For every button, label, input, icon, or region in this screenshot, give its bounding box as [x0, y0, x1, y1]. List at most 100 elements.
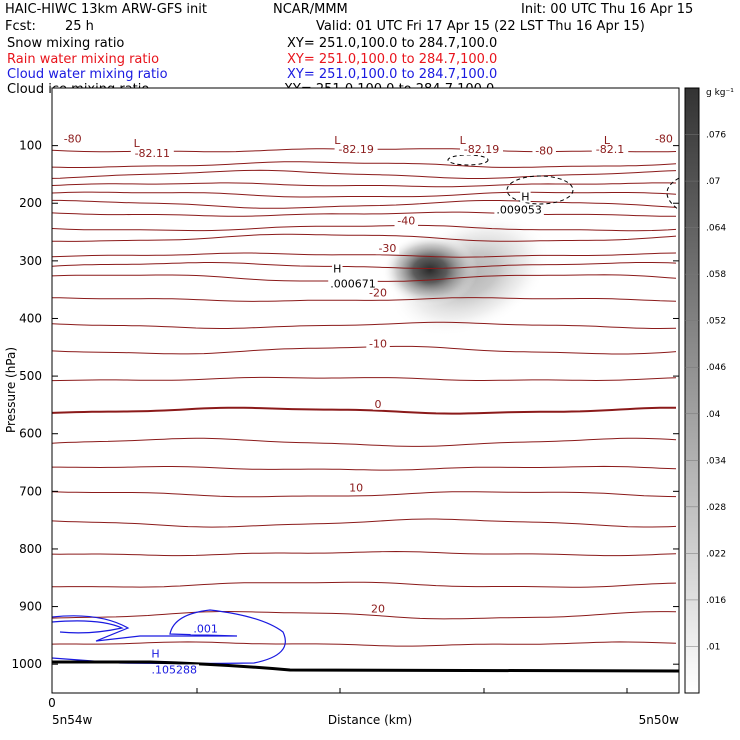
annotation-bg: [190, 623, 221, 635]
y-tick-label: 900: [19, 600, 42, 614]
x-axis-label: Distance (km): [328, 713, 412, 727]
contour-annotation: -82.19: [338, 143, 373, 156]
y-tick-label: 300: [19, 254, 42, 268]
contour-annotation: -80: [64, 133, 82, 146]
contour-annotation: L: [334, 134, 341, 147]
legend-xy-rain: XY= 251.0,100.0 to 284.7,100.0: [287, 52, 497, 67]
isotherm-line: [52, 491, 677, 498]
colorbar-tick-label: .07: [706, 177, 720, 187]
isotherm-line: [52, 169, 677, 179]
annotation-bg: [130, 148, 174, 160]
annotation-bg: [347, 482, 365, 494]
init-time: Init: 00 UTC Thu 16 Apr 15: [521, 2, 693, 17]
annotation-bg: [366, 287, 390, 299]
colorbar: g kg⁻¹ .01 .016 .022 .028 .034 .04 .046 .052 .05…: [684, 87, 734, 694]
colorbar-unit: g kg⁻¹: [706, 88, 734, 98]
colorbar-tick-label: .04: [706, 410, 721, 420]
legend-xy-cloud-water: XY= 251.0,100.0 to 284.7,100.0: [287, 67, 497, 82]
colorbar-tick-label: .064: [706, 224, 726, 234]
y-tick-label: 800: [19, 542, 42, 556]
annotation-bg: [131, 137, 142, 149]
annotation-bg: [601, 134, 613, 146]
contour-annotation: -82.11: [135, 147, 170, 160]
contour-annotations: -80 L-82.11L-82.19L-82.19 -80L-82.1-80-40-…: [60, 133, 676, 676]
colorbar-tick-label: .058: [706, 270, 726, 280]
annotation-bg: [149, 664, 200, 676]
annotation-bg: [372, 398, 384, 410]
isotherm-line: [52, 437, 677, 447]
annotation-bg: [332, 134, 343, 146]
x-end-label: 5n50w: [639, 713, 680, 727]
colorbar-tick-label: .046: [706, 363, 726, 373]
colorbar-tick-label: .034: [706, 456, 726, 466]
contour-annotation: H: [151, 647, 159, 660]
annotation-bg: [375, 243, 400, 255]
annotation-bg: [332, 263, 343, 275]
annotation-bg: [532, 145, 556, 157]
isotherm-line: [52, 581, 677, 588]
forecast-label: Fcst:: [5, 19, 36, 34]
isotherm-line: [52, 518, 677, 528]
legend-name-cloud-water: Cloud water mixing ratio: [7, 67, 168, 82]
colorbar-tick-label: .01: [706, 642, 720, 652]
colorbar-tick-label: .022: [706, 549, 726, 559]
isotherm-line: [52, 641, 677, 647]
contour-annotation: L: [604, 134, 611, 147]
y-tick-label: 500: [19, 369, 42, 383]
contour-annotation: .000671: [330, 277, 376, 290]
annotation-bg: [520, 191, 531, 203]
y-axis-label: Pressure (hPa): [4, 347, 18, 433]
y-tick-label: 400: [19, 311, 42, 325]
isotherm-line: [52, 406, 676, 415]
contour-annotation: -80: [655, 133, 673, 146]
colorbar-tick-label: .016: [706, 596, 726, 606]
cloud-water-contour-inner: [52, 620, 124, 634]
colorbar-fill: [684, 87, 700, 694]
annotation-bg: [394, 215, 419, 227]
contour-annotation: 20: [371, 602, 385, 615]
colorbar-ticks: .01 .016 .022 .028 .034 .04 .046 .052 .058 .064 .0…: [685, 131, 726, 652]
contour-annotation: -82.19: [464, 143, 499, 156]
isotherm-line: [52, 262, 677, 270]
y-tick-label: 700: [19, 484, 42, 498]
annotation-bg: [652, 133, 676, 145]
contour-annotation: -80: [535, 144, 553, 157]
snow-contour-right: [506, 175, 574, 205]
y-tick-label: 100: [19, 139, 42, 153]
terrain-surface: [52, 660, 679, 673]
annotation-bg: [60, 133, 85, 145]
contour-annotation: L: [134, 137, 141, 150]
annotation-bg: [150, 648, 161, 660]
annotation-bg: [334, 144, 378, 156]
isotherm-line: [52, 611, 677, 620]
isotherm-line: [52, 252, 677, 258]
isotherm-line: [52, 161, 677, 168]
contour-annotation: 0: [375, 398, 382, 411]
legend-name-snow: Snow mixing ratio: [7, 36, 124, 51]
isotherm-line: [52, 345, 677, 355]
contour-annotation: -30: [378, 242, 396, 255]
isotherm-line: [52, 321, 677, 329]
ice-mixing-shading: [382, 213, 551, 337]
contour-annotation: -40: [397, 215, 415, 228]
colorbar-tick-label: .028: [706, 503, 726, 513]
ice-blob-core: [382, 234, 478, 306]
contour-annotation: .009053: [496, 204, 542, 217]
x-axis: 0 5n54w Distance (km) 5n50w: [48, 688, 679, 727]
legend-name-rain: Rain water mixing ratio: [7, 52, 159, 67]
x-zero-label: 0: [48, 696, 56, 710]
contour-annotation: L: [460, 134, 467, 147]
plot-frame: [51, 87, 680, 694]
isotherm-line: [52, 211, 676, 217]
annotation-bg: [328, 278, 378, 290]
isotherm-line: [52, 376, 677, 382]
chart-header: HAIC-HIWC 13km ARW-GFS init NCAR/MMM Ini…: [5, 2, 693, 34]
contour-annotation: -20: [369, 287, 387, 300]
extra-contours: [52, 154, 679, 673]
valid-time: Valid: 01 UTC Fri 17 Apr 15 (22 LST Thu …: [316, 19, 645, 34]
y-tick-label: 200: [19, 196, 42, 210]
annotation-bg: [369, 603, 387, 615]
organization-label: NCAR/MMM: [273, 2, 348, 17]
contour-annotation: -10: [369, 337, 387, 350]
contour-annotation: -82.1: [596, 143, 624, 156]
